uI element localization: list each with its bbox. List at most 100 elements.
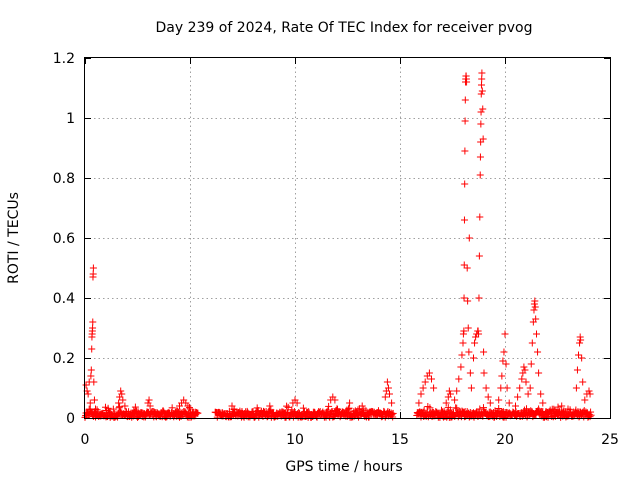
roti-point	[501, 330, 509, 338]
roti-point-baseline	[298, 413, 306, 421]
roti-point-baseline	[325, 402, 333, 410]
roti-point	[581, 396, 589, 404]
roti-point	[471, 339, 479, 347]
roti-point	[497, 384, 505, 392]
roti-point	[478, 87, 486, 95]
roti-point	[533, 330, 540, 338]
roti-point	[90, 378, 98, 386]
roti-point	[579, 378, 587, 386]
roti-point	[89, 270, 97, 278]
roti-point	[457, 363, 465, 371]
roti-point-baseline	[479, 404, 487, 412]
roti-point	[499, 357, 507, 365]
roti-point	[558, 402, 566, 410]
roti-point	[463, 78, 471, 86]
roti-point-baseline	[168, 404, 176, 412]
roti-point	[119, 396, 127, 404]
roti-point	[479, 105, 487, 113]
roti-point	[89, 264, 97, 272]
roti-point	[512, 402, 519, 410]
plot-area-frame	[84, 57, 611, 419]
y-tick-label: 0.8	[53, 171, 75, 187]
roti-point-baseline	[115, 404, 123, 412]
grid-lines	[85, 58, 610, 418]
roti-point	[417, 390, 425, 398]
roti-point	[534, 348, 542, 356]
roti-point	[578, 354, 586, 362]
y-tick-label: 0.6	[53, 231, 75, 247]
roti-point	[384, 384, 392, 392]
roti-point-baseline	[587, 411, 595, 419]
roti-point-baseline	[420, 406, 428, 414]
roti-point	[459, 339, 467, 347]
y-tick-label: 1	[66, 111, 75, 127]
roti-point-baseline	[185, 404, 193, 412]
roti-point	[516, 384, 524, 392]
roti-point-baseline	[283, 402, 291, 410]
x-tick-label: 10	[286, 432, 304, 448]
roti-point-baseline	[131, 403, 139, 411]
roti-point	[503, 384, 511, 392]
roti-point	[460, 216, 468, 224]
roti-point-baseline	[299, 404, 307, 412]
roti-point	[532, 315, 540, 323]
roti-point	[495, 396, 503, 404]
roti-point	[386, 390, 393, 398]
roti-point	[463, 264, 471, 272]
roti-point-baseline	[345, 405, 353, 413]
roti-point-baseline	[324, 406, 332, 414]
roti-point	[86, 399, 94, 407]
roti-point	[383, 378, 391, 386]
y-tick-label: 0.2	[53, 351, 75, 367]
roti-point	[585, 387, 593, 395]
roti-point	[531, 297, 539, 305]
roti-point	[500, 348, 508, 356]
roti-point-baseline	[365, 413, 373, 421]
roti-point	[535, 369, 543, 377]
roti-point	[89, 324, 97, 332]
roti-point	[461, 117, 469, 125]
roti-point-baseline	[560, 407, 568, 415]
roti-point	[575, 351, 582, 359]
roti-point	[518, 375, 526, 383]
roti-point	[89, 318, 97, 326]
roti-point	[586, 390, 594, 398]
y-axis-label: ROTI / TECUs	[6, 192, 22, 284]
roti-point	[461, 147, 469, 155]
roti-point-baseline	[345, 404, 353, 412]
roti-point	[477, 90, 485, 98]
roti-point	[470, 354, 477, 362]
roti-point	[522, 378, 530, 386]
roti-point	[460, 327, 468, 335]
roti-point	[531, 303, 539, 311]
y-tick-label: 1.2	[53, 51, 75, 67]
roti-point-baseline	[476, 405, 484, 413]
roti-point	[455, 375, 463, 383]
roti-point-baseline	[388, 410, 396, 418]
roti-point	[477, 108, 485, 116]
roti-point	[381, 393, 389, 401]
roti-point	[186, 405, 194, 413]
roti-point	[461, 96, 469, 104]
roti-point	[430, 384, 438, 392]
roti-point	[293, 399, 301, 407]
roti-point	[466, 369, 474, 377]
roti-point	[461, 180, 469, 188]
roti-point	[479, 135, 487, 143]
roti-point	[476, 213, 484, 221]
roti-point	[419, 384, 427, 392]
roti-point	[358, 402, 366, 410]
x-tick-label: 0	[81, 432, 90, 448]
roti-point	[502, 360, 510, 368]
roti-point	[467, 384, 475, 392]
roti-point	[527, 360, 535, 368]
roti-point-baseline	[116, 403, 124, 411]
roti-point	[145, 396, 153, 404]
roti-point	[539, 399, 547, 407]
roti-point	[428, 375, 435, 383]
roti-point	[87, 372, 95, 380]
roti-point-baseline	[389, 413, 397, 421]
roti-point	[117, 387, 125, 395]
roti-point	[514, 393, 522, 401]
roti-point	[425, 369, 433, 377]
